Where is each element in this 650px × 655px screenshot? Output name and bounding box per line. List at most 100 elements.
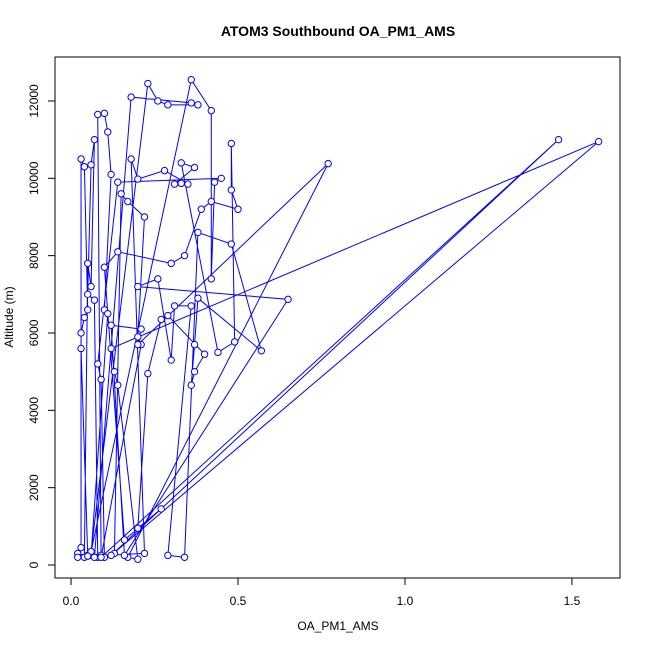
y-tick-label: 0 bbox=[27, 561, 41, 568]
data-point bbox=[170, 302, 179, 310]
y-tick-label: 12000 bbox=[27, 84, 41, 118]
data-point bbox=[324, 159, 332, 168]
x-tick-label: 0.5 bbox=[230, 594, 247, 608]
data-point bbox=[87, 161, 95, 169]
data-point bbox=[134, 340, 142, 349]
data-point bbox=[187, 75, 195, 84]
data-point bbox=[84, 290, 92, 299]
data-point bbox=[134, 175, 142, 183]
x-tick-label: 1.5 bbox=[564, 594, 581, 608]
data-point bbox=[190, 163, 199, 172]
data-point bbox=[114, 178, 122, 186]
data-point bbox=[77, 329, 85, 337]
data-point bbox=[180, 251, 189, 260]
x-tick-label: 1.0 bbox=[397, 594, 414, 608]
data-point bbox=[194, 228, 202, 237]
data-point bbox=[107, 551, 115, 560]
data-point bbox=[164, 101, 172, 109]
data-point bbox=[97, 375, 105, 384]
plot-frame bbox=[54, 56, 621, 579]
x-axis-label: OA_PM1_AMS bbox=[297, 619, 378, 633]
data-point bbox=[87, 282, 95, 291]
data-point bbox=[167, 259, 175, 268]
data-point bbox=[190, 340, 199, 349]
chart-title: ATOM3 Southbound OA_PM1_AMS bbox=[221, 23, 455, 39]
data-point bbox=[107, 344, 115, 353]
data-point bbox=[77, 344, 85, 353]
data-point bbox=[94, 110, 102, 119]
data-point bbox=[144, 369, 152, 378]
data-point bbox=[84, 306, 92, 314]
y-tick-label: 6000 bbox=[27, 319, 41, 346]
data-point bbox=[84, 259, 92, 268]
data-point bbox=[77, 543, 85, 552]
data-point bbox=[94, 360, 102, 368]
data-point bbox=[227, 186, 236, 194]
x-tick-label: 0.0 bbox=[63, 594, 80, 608]
data-point bbox=[184, 180, 192, 188]
data-point bbox=[160, 166, 169, 175]
data-point bbox=[120, 536, 129, 544]
data-point bbox=[140, 549, 149, 558]
data-point bbox=[137, 325, 145, 333]
data-point bbox=[227, 240, 236, 248]
data-point bbox=[97, 553, 105, 561]
data-point bbox=[127, 155, 135, 163]
y-tick-label: 2000 bbox=[27, 474, 41, 501]
data-point bbox=[200, 350, 209, 358]
data-point bbox=[194, 101, 202, 109]
data-point bbox=[100, 109, 109, 118]
data-point bbox=[210, 178, 219, 186]
data-point bbox=[207, 275, 215, 283]
data-point bbox=[127, 93, 135, 101]
data-point bbox=[164, 551, 172, 560]
data-point bbox=[134, 282, 142, 291]
data-point bbox=[140, 213, 149, 221]
data-point bbox=[207, 197, 215, 206]
data-point bbox=[134, 524, 142, 532]
data-point bbox=[104, 309, 112, 318]
data-point bbox=[157, 505, 165, 513]
data-point bbox=[114, 381, 122, 389]
data-point bbox=[157, 315, 165, 324]
data-point bbox=[554, 135, 563, 144]
data-point bbox=[117, 190, 125, 198]
data-point bbox=[90, 135, 99, 144]
data-point bbox=[594, 137, 603, 146]
data-point bbox=[84, 552, 92, 560]
data-point bbox=[257, 347, 266, 355]
data-point bbox=[90, 296, 99, 304]
data-point bbox=[154, 97, 162, 105]
data-point bbox=[227, 139, 236, 148]
data-point bbox=[80, 313, 89, 322]
data-point bbox=[77, 155, 85, 163]
data-point bbox=[187, 302, 195, 310]
data-point bbox=[170, 180, 179, 188]
y-tick-label: 10000 bbox=[27, 161, 41, 195]
data-point bbox=[187, 381, 195, 389]
data-point bbox=[100, 263, 109, 271]
data-point bbox=[234, 205, 242, 213]
data-point bbox=[90, 553, 99, 561]
y-axis-label: Altitude (m) bbox=[2, 286, 16, 347]
data-point bbox=[107, 321, 115, 329]
data-point bbox=[187, 99, 195, 107]
data-point bbox=[144, 79, 152, 88]
y-tick-label: 4000 bbox=[27, 397, 41, 424]
data-point bbox=[80, 163, 89, 171]
data-point bbox=[214, 348, 222, 357]
data-point bbox=[114, 248, 122, 256]
y-tick-label: 8000 bbox=[27, 242, 41, 269]
data-point bbox=[107, 170, 115, 179]
data-point bbox=[180, 553, 189, 561]
data-point bbox=[74, 553, 82, 561]
data-point bbox=[154, 275, 162, 283]
data-point bbox=[120, 551, 129, 560]
data-point bbox=[134, 555, 142, 563]
data-point bbox=[284, 295, 292, 304]
data-point bbox=[197, 205, 205, 213]
data-point bbox=[194, 294, 202, 302]
data-point bbox=[164, 311, 172, 320]
